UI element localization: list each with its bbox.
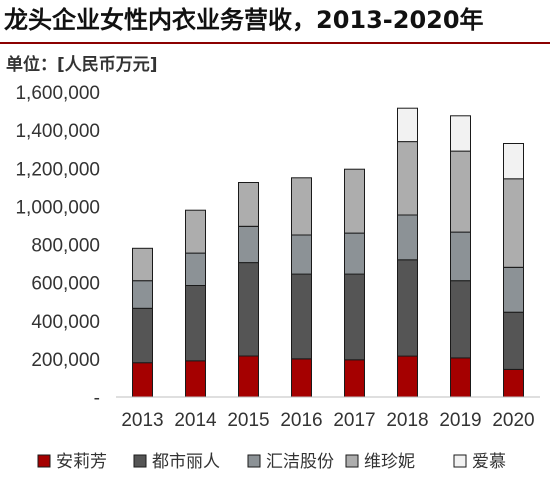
bar-segment [450, 150, 471, 233]
bar-segment [397, 141, 418, 216]
bar-segment [238, 262, 259, 357]
x-tick-label: 2020 [492, 410, 534, 431]
bar-segment [344, 273, 365, 361]
x-tick-label: 2015 [227, 410, 269, 431]
legend-swatch [133, 454, 147, 468]
bar-segment [344, 359, 365, 398]
legend: 安莉芳 都市丽人 汇洁股份 维珍妮 爱慕 [37, 452, 506, 472]
bar-segment [291, 358, 312, 398]
y-tick-label: - [94, 388, 100, 409]
y-tick-label: 800,000 [31, 236, 100, 257]
title-divider [0, 42, 550, 44]
bar-segment [503, 311, 524, 370]
legend-label: 维珍妮 [364, 452, 415, 472]
bars [132, 107, 524, 398]
bar-segment [397, 259, 418, 357]
legend-swatch [247, 454, 261, 468]
page-title: 龙头企业女性内衣业务营收，2013-2020年 [4, 6, 484, 34]
y-tick-label: 1,000,000 [15, 197, 100, 218]
bar-segment [503, 266, 524, 313]
bar-segment [132, 362, 153, 398]
bar-segment [397, 355, 418, 398]
bar-segment [450, 280, 471, 359]
bar-segment [291, 234, 312, 275]
bar-segment [238, 182, 259, 227]
x-tick-label: 2019 [439, 410, 481, 431]
bar-segment [397, 107, 418, 143]
bar-segment [450, 357, 471, 398]
legend-label: 安莉芳 [56, 452, 107, 472]
bar-segment [132, 247, 153, 282]
y-tick-label: 400,000 [31, 312, 100, 333]
y-tick-label: 1,600,000 [15, 83, 100, 104]
bar-segment [450, 231, 471, 282]
y-tick-label: 1,400,000 [15, 121, 100, 142]
bar-segment [503, 368, 524, 398]
y-tick-label: 200,000 [31, 350, 100, 371]
x-tick-label: 2017 [333, 410, 375, 431]
bar-segment [238, 225, 259, 264]
bar-segment [397, 214, 418, 261]
legend-label: 爱慕 [472, 452, 506, 472]
bar-segment [291, 177, 312, 236]
legend-label: 汇洁股份 [266, 452, 334, 472]
legend-label: 都市丽人 [152, 452, 220, 472]
bar-segment [185, 209, 206, 254]
unit-label: 单位：[人民币万元] [6, 55, 158, 75]
y-tick-label: 1,200,000 [15, 159, 100, 180]
bar-segment [450, 115, 471, 152]
bar-segment [503, 143, 524, 180]
legend-swatch [345, 454, 359, 468]
legend-swatch [37, 454, 51, 468]
bar-segment [132, 307, 153, 364]
y-tick-label: 600,000 [31, 274, 100, 295]
bar-segment [503, 178, 524, 268]
legend-swatch [453, 454, 467, 468]
x-axis-ticks: 2013 2014 2015 2016 2017 2018 2019 2020 [121, 410, 534, 431]
x-tick-label: 2014 [174, 410, 217, 431]
bar-segment [185, 252, 206, 287]
bar-segment [185, 360, 206, 398]
bar-segment [344, 168, 365, 234]
bar-segment [344, 232, 365, 275]
bar-segment [238, 355, 259, 398]
y-axis-ticks: - 200,000 400,000 600,000 800,000 1,000,000 1,… [15, 83, 100, 409]
x-tick-label: 2016 [280, 410, 322, 431]
bar-segment [132, 280, 153, 309]
x-tick-label: 2013 [121, 410, 163, 431]
bar-segment [291, 273, 312, 360]
x-tick-label: 2018 [386, 410, 428, 431]
bar-segment [185, 285, 206, 362]
